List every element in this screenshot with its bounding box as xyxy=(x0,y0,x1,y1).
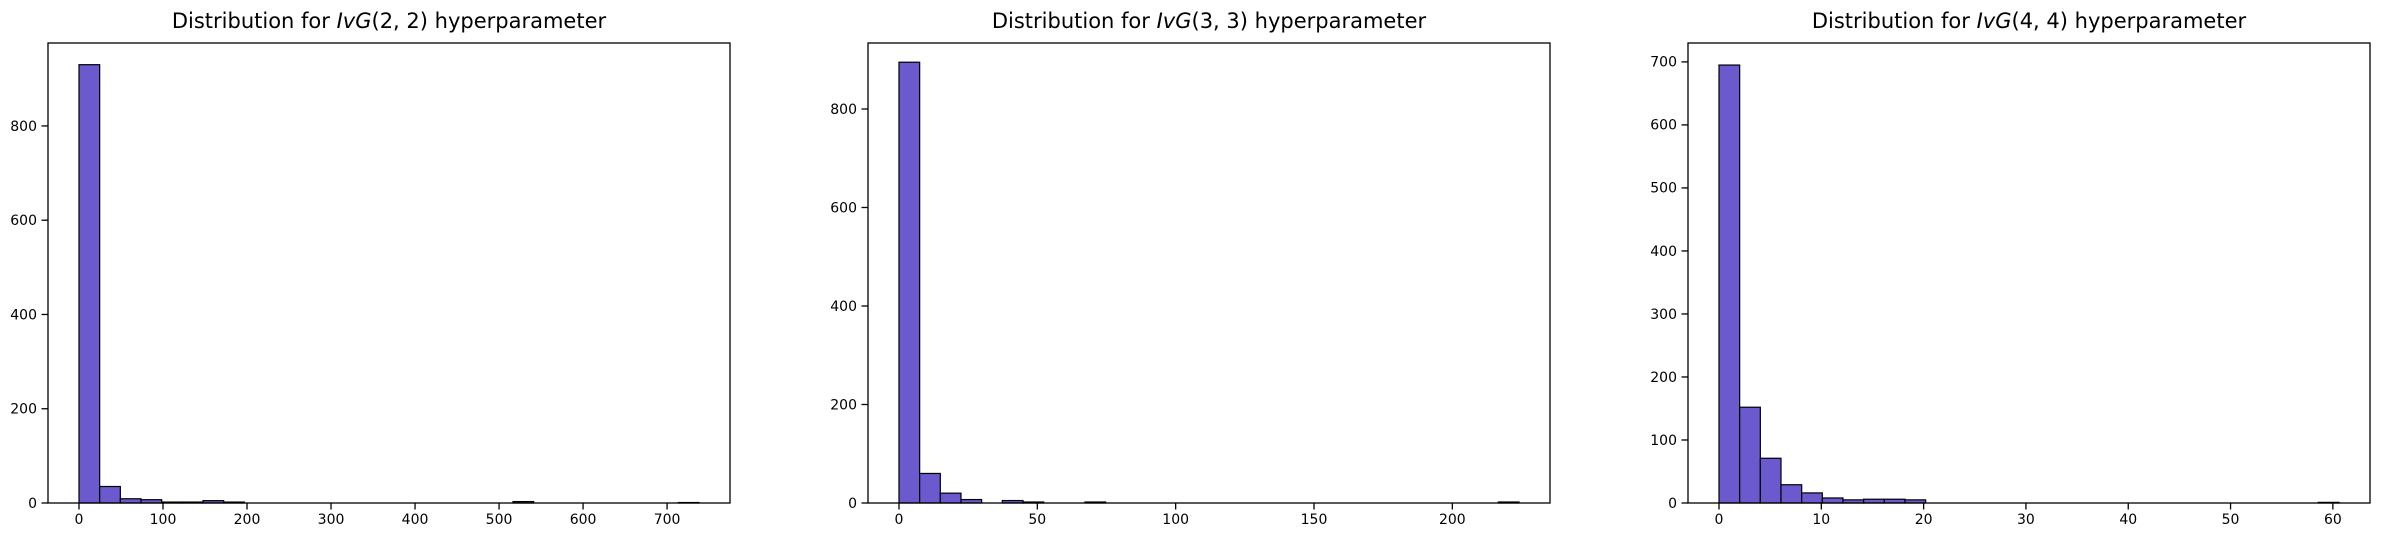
x-tick-label: 60 xyxy=(2324,512,2342,528)
x-tick-label: 150 xyxy=(1301,512,1328,528)
x-tick-label: 30 xyxy=(2017,512,2035,528)
x-tick-label: 300 xyxy=(318,512,345,528)
x-tick-label: 500 xyxy=(486,512,513,528)
plot-title-ivg-2-2: Distribution for IvG(2, 2) hyperparamete… xyxy=(48,5,730,37)
y-tick-label: 300 xyxy=(1650,307,1677,323)
y-tick-label: 0 xyxy=(1668,496,1677,512)
histogram-bar xyxy=(898,61,921,504)
title-math-args: (3, 3) xyxy=(1191,9,1248,33)
x-tick-label: 600 xyxy=(570,512,597,528)
y-tick-label: 0 xyxy=(848,496,857,512)
x-tick-label: 0 xyxy=(1715,512,1724,528)
x-tick-label: 10 xyxy=(1812,512,1830,528)
y-tick-label: 600 xyxy=(1650,118,1677,134)
axes-box xyxy=(1687,42,2371,504)
axes-box xyxy=(867,42,1551,504)
histogram-bar xyxy=(1739,406,1761,504)
title-math-symbol: IvG xyxy=(336,9,372,33)
y-tick-label: 200 xyxy=(1650,370,1677,386)
y-tick-label: 700 xyxy=(1650,55,1677,71)
title-math-args: (2, 2) xyxy=(371,9,428,33)
y-tick-label: 500 xyxy=(1650,181,1677,197)
y-tick-label: 400 xyxy=(830,299,857,315)
x-tick-label: 0 xyxy=(895,512,904,528)
y-tick-label: 800 xyxy=(830,102,857,118)
y-tick-label: 100 xyxy=(1650,433,1677,449)
title-text: Distribution for xyxy=(1811,9,1977,33)
subplot-ivg-3-3: 0 50 100 150 200 0 200 400 600 800 xyxy=(830,42,1551,528)
title-text: Distribution for xyxy=(991,9,1157,33)
x-tick-label: 200 xyxy=(1439,512,1466,528)
x-tick-label: 400 xyxy=(402,512,429,528)
y-tick-label: 600 xyxy=(830,200,857,216)
histogram-bar xyxy=(1821,497,1844,504)
x-tick-label: 0 xyxy=(75,512,84,528)
histogram-bar xyxy=(1718,64,1741,504)
y-tick-label: 0 xyxy=(28,496,37,512)
title-math-args: (4, 4) xyxy=(2011,9,2068,33)
x-tick-label: 100 xyxy=(1162,512,1189,528)
histogram-bar xyxy=(1759,457,1782,504)
y-tick-label: 200 xyxy=(10,402,37,418)
y-tick-label: 200 xyxy=(830,397,857,413)
x-tick-label: 200 xyxy=(234,512,261,528)
x-tick-label: 40 xyxy=(2119,512,2137,528)
x-tick-label: 20 xyxy=(1915,512,1933,528)
x-tick-label: 700 xyxy=(654,512,681,528)
histogram-bar xyxy=(919,472,941,504)
title-math-symbol: IvG xyxy=(1976,9,2012,33)
x-tick-label: 50 xyxy=(2222,512,2240,528)
histogram-bar xyxy=(1780,484,1803,504)
y-tick-label: 400 xyxy=(10,307,37,323)
plot-title-ivg-4-4: Distribution for IvG(4, 4) hyperparamete… xyxy=(1688,5,2370,37)
plot-title-ivg-3-3: Distribution for IvG(3, 3) hyperparamete… xyxy=(868,5,1550,37)
title-text-suffix: hyperparameter xyxy=(427,9,607,33)
histogram-bar xyxy=(1801,492,1823,504)
y-tick-label: 400 xyxy=(1650,244,1677,260)
histogram-bar xyxy=(78,64,101,504)
title-math-symbol: IvG xyxy=(1156,9,1192,33)
axes-box xyxy=(47,42,731,504)
title-text: Distribution for xyxy=(171,9,337,33)
x-tick-label: 100 xyxy=(150,512,177,528)
histogram-bar xyxy=(939,492,962,504)
x-tick-label: 50 xyxy=(1028,512,1046,528)
y-tick-label: 600 xyxy=(10,213,37,229)
y-tick-label: 800 xyxy=(10,119,37,135)
title-text-suffix: hyperparameter xyxy=(1247,9,1427,33)
title-text-suffix: hyperparameter xyxy=(2067,9,2247,33)
histogram-bar xyxy=(99,485,121,504)
subplot-ivg-2-2: 0 100 200 300 400 500 600 700 0 200 400 600 800 xyxy=(10,42,731,528)
